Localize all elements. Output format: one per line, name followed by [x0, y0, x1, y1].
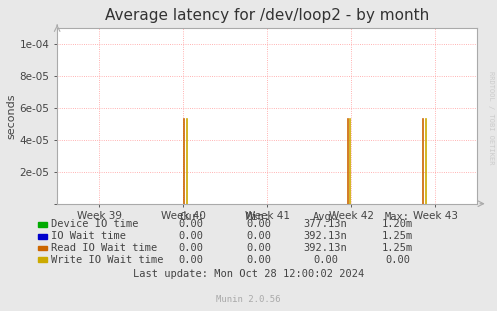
- Text: 0.00: 0.00: [246, 243, 271, 253]
- Text: 377.13n: 377.13n: [304, 219, 347, 229]
- Text: Write IO Wait time: Write IO Wait time: [51, 255, 164, 265]
- Text: 1.25m: 1.25m: [382, 243, 413, 253]
- Text: 0.00: 0.00: [179, 243, 204, 253]
- Text: 0.00: 0.00: [246, 255, 271, 265]
- Text: 0.00: 0.00: [246, 231, 271, 241]
- Text: Cur:: Cur:: [179, 212, 204, 222]
- Text: 392.13n: 392.13n: [304, 231, 347, 241]
- Text: 1.20m: 1.20m: [382, 219, 413, 229]
- Text: 0.00: 0.00: [246, 219, 271, 229]
- Text: Min:: Min:: [246, 212, 271, 222]
- Text: 0.00: 0.00: [179, 255, 204, 265]
- Text: 0.00: 0.00: [313, 255, 338, 265]
- Text: 392.13n: 392.13n: [304, 243, 347, 253]
- Text: IO Wait time: IO Wait time: [51, 231, 126, 241]
- Text: Avg:: Avg:: [313, 212, 338, 222]
- Text: 0.00: 0.00: [179, 219, 204, 229]
- Text: Munin 2.0.56: Munin 2.0.56: [216, 295, 281, 304]
- Title: Average latency for /dev/loop2 - by month: Average latency for /dev/loop2 - by mont…: [105, 8, 429, 23]
- Text: Device IO time: Device IO time: [51, 219, 139, 229]
- Text: 0.00: 0.00: [385, 255, 410, 265]
- Text: Last update: Mon Oct 28 12:00:02 2024: Last update: Mon Oct 28 12:00:02 2024: [133, 269, 364, 279]
- Text: 0.00: 0.00: [179, 231, 204, 241]
- Text: RRDTOOL / TOBI OETIKER: RRDTOOL / TOBI OETIKER: [488, 72, 494, 165]
- Text: Read IO Wait time: Read IO Wait time: [51, 243, 158, 253]
- Text: Max:: Max:: [385, 212, 410, 222]
- Text: 1.25m: 1.25m: [382, 231, 413, 241]
- Y-axis label: seconds: seconds: [7, 93, 17, 139]
